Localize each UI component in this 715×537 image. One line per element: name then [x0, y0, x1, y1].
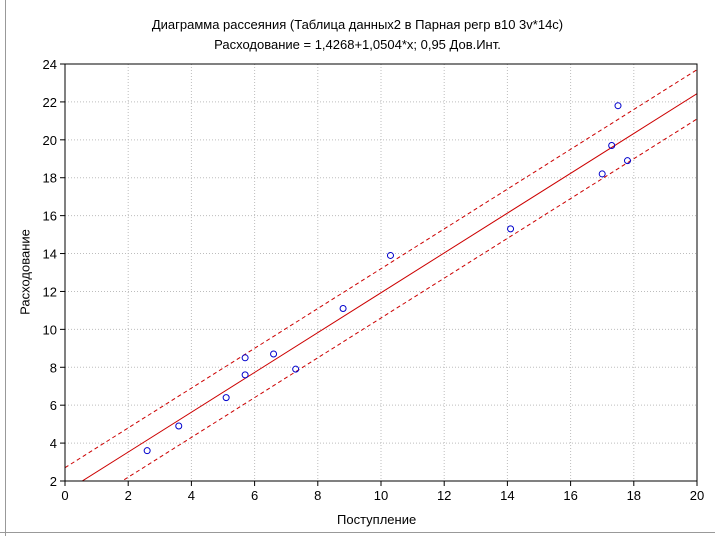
- y-axis-label: Расходование: [17, 229, 33, 315]
- x-tick-label: 16: [563, 488, 577, 503]
- data-point: [598, 170, 606, 178]
- y-tick-label: 16: [43, 209, 57, 224]
- chart-subtitle: Расходование = 1,4268+1,0504*x; 0,95 Дов…: [214, 37, 501, 52]
- data-point: [507, 225, 515, 233]
- confidence-upper-line: [65, 69, 697, 469]
- y-tick-label: 4: [50, 436, 57, 451]
- x-tick-label: 0: [61, 488, 68, 503]
- data-point: [292, 365, 300, 373]
- y-tick-label: 8: [50, 360, 57, 375]
- window-bottom-edge: [0, 532, 715, 537]
- y-tick-label: 12: [43, 284, 57, 299]
- data-point: [143, 447, 151, 455]
- data-point: [222, 394, 230, 402]
- data-point: [241, 354, 249, 362]
- x-tick-label: 6: [251, 488, 258, 503]
- y-tick-label: 22: [43, 95, 57, 110]
- data-point: [339, 305, 347, 313]
- y-tick-label: 2: [50, 474, 57, 489]
- y-tick-label: 6: [50, 398, 57, 413]
- data-point: [623, 157, 631, 165]
- x-tick-label: 18: [627, 488, 641, 503]
- x-tick-label: 8: [314, 488, 321, 503]
- y-tick-label: 20: [43, 133, 57, 148]
- x-tick-label: 14: [500, 488, 514, 503]
- x-tick-label: 2: [125, 488, 132, 503]
- data-point: [386, 251, 394, 259]
- chart-title: Диаграмма рассеяния (Таблица данных2 в П…: [151, 17, 564, 32]
- data-point: [241, 371, 249, 379]
- data-point: [608, 142, 616, 150]
- y-tick-label: 18: [43, 171, 57, 186]
- y-tick-label: 24: [43, 57, 57, 72]
- x-axis-label: Поступление: [337, 512, 417, 527]
- regression-line: [81, 93, 697, 481]
- y-tick-label: 10: [43, 322, 57, 337]
- x-tick-label: 20: [690, 488, 704, 503]
- data-point: [175, 422, 183, 430]
- x-tick-label: 10: [374, 488, 388, 503]
- x-tick-label: 12: [437, 488, 451, 503]
- data-point: [270, 350, 278, 358]
- y-tick-label: 14: [43, 247, 57, 262]
- window-left-edge: [0, 0, 6, 536]
- data-point: [614, 102, 622, 110]
- confidence-lower-line: [121, 118, 697, 481]
- x-tick-label: 4: [188, 488, 195, 503]
